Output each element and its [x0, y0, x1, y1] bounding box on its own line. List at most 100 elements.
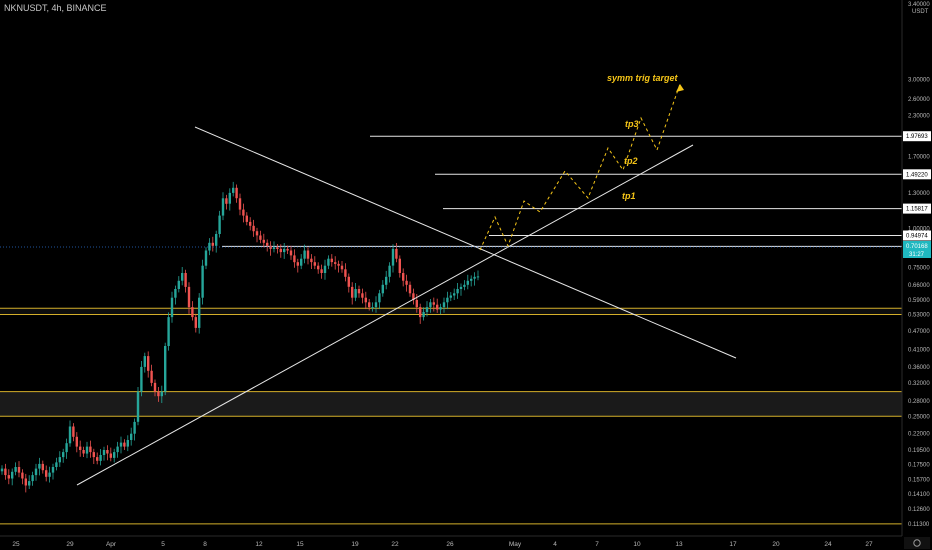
candle-body	[378, 293, 381, 303]
candle-body	[34, 468, 38, 476]
price-tick-19: 0.19500	[908, 448, 930, 454]
candle-body	[48, 472, 51, 477]
target-lines	[222, 135, 902, 247]
candle-body	[412, 293, 415, 300]
candle-body	[123, 442, 126, 447]
candle-body	[28, 481, 31, 486]
candle-body	[14, 467, 17, 472]
price-tick-10: 0.59000	[908, 298, 930, 304]
candle-body	[429, 302, 432, 308]
candle-body	[164, 346, 167, 392]
current-price-countdown: 31:27	[909, 252, 925, 258]
price-tick-20: 0.17500	[908, 463, 930, 469]
level-tag-3: 0.94974	[906, 234, 928, 240]
candle-body	[68, 426, 72, 444]
candle-body	[385, 276, 388, 285]
price-tick-2: 2.30000	[908, 114, 930, 120]
candle-body	[371, 307, 374, 309]
candle-body	[436, 304, 439, 310]
time-tick-18: 27	[865, 541, 873, 548]
descending-trendline[interactable]	[194, 126, 737, 359]
candle-body	[266, 242, 269, 246]
candle-body	[130, 433, 133, 440]
candle-body	[456, 289, 459, 294]
candle-body	[300, 258, 303, 266]
candle-body	[269, 245, 272, 249]
projection-arrowhead	[676, 84, 684, 92]
projected-path	[479, 83, 681, 251]
time-tick-14: 13	[675, 541, 683, 548]
time-tick-6: 15	[296, 541, 304, 548]
candle-body	[238, 198, 242, 210]
level-tag-bg-1	[903, 169, 931, 180]
candle-body	[187, 286, 191, 308]
candle-body	[466, 280, 469, 285]
level-tag-2: 1.15817	[906, 207, 928, 213]
time-tick-4: 8	[203, 541, 207, 548]
time-tick-5: 12	[255, 541, 263, 548]
price-tick-1: 2.60000	[908, 97, 930, 103]
candle-body	[170, 297, 174, 318]
candle-body	[232, 187, 235, 193]
candle-body	[177, 280, 180, 289]
candle-body	[136, 391, 140, 422]
settings-icon[interactable]	[913, 539, 921, 547]
candle-body	[147, 356, 150, 371]
candle-body	[283, 248, 286, 253]
time-tick-12: 7	[595, 541, 599, 548]
candle-body	[17, 467, 21, 473]
candle-body	[150, 370, 153, 383]
candle-body	[143, 356, 146, 367]
candle-body	[262, 239, 265, 243]
candle-body	[432, 302, 435, 305]
time-tick-2: Apr	[106, 541, 117, 548]
candle-body	[133, 421, 136, 434]
support-zone-1	[0, 391, 902, 417]
candle-body	[215, 234, 218, 246]
candle-body	[463, 284, 466, 287]
candle-body	[398, 258, 401, 273]
candle-body	[340, 265, 344, 270]
candle-body	[381, 284, 384, 294]
candle-body	[415, 300, 418, 308]
candle-body	[194, 317, 197, 328]
time-tick-8: 22	[391, 541, 399, 548]
candle-body	[55, 462, 58, 467]
price-axis[interactable]: 3.40000 USDT 3.000002.600002.300002.0000…	[0, 0, 931, 536]
candle-body	[82, 450, 85, 454]
candle-body	[228, 192, 231, 204]
timezone-box[interactable]	[904, 537, 930, 549]
candle-body	[289, 250, 293, 256]
candle-body	[75, 436, 78, 447]
price-tick-9: 0.66000	[908, 283, 930, 289]
candle-body	[395, 248, 398, 259]
time-axis[interactable]: 25 29 Apr 5 8 12 15 19 22 26 May 4 7 10 13 17 20 24 27	[0, 535, 930, 549]
candle-body	[293, 255, 296, 263]
price-tick-24: 0.11300	[908, 522, 930, 528]
candle-body	[0, 468, 4, 472]
candle-body	[242, 209, 245, 216]
support-zones	[0, 307, 902, 525]
candle-body	[347, 276, 350, 287]
candle-body	[459, 286, 463, 289]
candle-body	[330, 258, 333, 263]
candle-body	[65, 443, 68, 453]
candle-body	[201, 265, 204, 298]
candle-body	[140, 366, 143, 392]
time-tick-13: 10	[633, 541, 641, 548]
candle-body	[306, 250, 310, 259]
price-axis-top-label: 3.40000	[908, 2, 930, 8]
tp3-label: tp3	[625, 119, 639, 129]
time-tick-3: 5	[161, 541, 165, 548]
candle-body	[446, 297, 449, 303]
candle-body	[313, 262, 316, 266]
ascending-trendline[interactable]	[76, 144, 694, 486]
candle-body	[259, 235, 262, 240]
candle-body	[320, 269, 323, 273]
candle-body	[184, 273, 187, 287]
candle-body	[323, 265, 327, 273]
time-tick-15: 17	[729, 541, 737, 548]
candle-body	[102, 450, 106, 455]
